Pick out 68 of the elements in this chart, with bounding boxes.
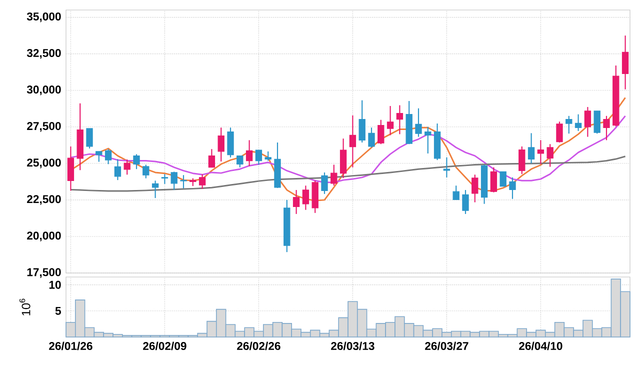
candlestick: [208, 148, 216, 168]
candlestick: [490, 166, 498, 193]
candlestick: [368, 127, 375, 148]
candlestick: [424, 126, 432, 154]
candlestick: [358, 100, 366, 144]
x-tick-label: 26/03/13: [331, 342, 374, 350]
candlestick: [67, 146, 74, 192]
candlestick: [462, 189, 469, 214]
y-tick-label: 32,500: [26, 49, 61, 59]
candlestick: [246, 140, 253, 167]
candlestick: [198, 174, 206, 190]
candlestick: [152, 180, 159, 199]
candlestick: [104, 148, 112, 165]
candlestick: [509, 176, 516, 200]
y-tick-label: 30,000: [26, 86, 61, 96]
candlestick: [574, 114, 582, 132]
candlestick: [302, 185, 310, 210]
candlestick: [584, 106, 592, 138]
y-tick-label: 10: [49, 280, 61, 289]
candlestick: [537, 140, 544, 165]
candlestick: [603, 115, 610, 141]
candlestick: [236, 155, 244, 168]
candlestick: [396, 104, 404, 135]
candlestick: [133, 154, 140, 170]
y-tick-label: 17,500: [27, 268, 61, 278]
candlestick: [415, 108, 422, 138]
y-tick-label: 22,500: [27, 195, 61, 205]
candlestick: [528, 132, 535, 164]
candlestick: [556, 121, 563, 144]
candlestick: [124, 158, 130, 176]
candlestick: [86, 128, 93, 150]
x-tick-label: 26/03/27: [425, 342, 468, 350]
y-axis-title: 10$^{6}$: [19, 298, 30, 316]
candlestick: [292, 189, 300, 214]
candlestick: [142, 164, 150, 179]
candlestick: [218, 127, 224, 162]
x-tick-label: 26/04/10: [519, 342, 562, 350]
x-tick-label: 26/01/26: [49, 342, 92, 350]
candlestick: [96, 150, 102, 162]
candlestick: [340, 138, 347, 179]
candlestick: [443, 156, 450, 178]
candlestick: [566, 115, 572, 134]
candlestick: [321, 172, 328, 194]
y-tick-label: 25,000: [27, 158, 61, 168]
candlestick: [378, 119, 384, 145]
candlestick: [330, 164, 338, 186]
candlestick: [114, 158, 122, 181]
y-tick-label: 35,000: [26, 12, 61, 22]
candlestick: [472, 174, 478, 203]
candlestick: [594, 110, 600, 134]
y-tick-label: 20,000: [27, 232, 61, 242]
candlestick: [161, 174, 168, 185]
candlestick: [546, 144, 554, 168]
candlestick: [622, 35, 629, 90]
candlestick: [386, 105, 394, 136]
candlestick: [500, 171, 506, 187]
candlestick: [180, 174, 187, 189]
candlestick: [255, 150, 262, 166]
candlestick: [349, 114, 356, 168]
candlestick: [452, 185, 460, 200]
candlestick: [264, 150, 272, 162]
y-tick-label: 5: [55, 306, 61, 315]
candlestick: [227, 127, 234, 158]
x-tick-label: 26/02/26: [237, 342, 280, 350]
candlestick: [170, 171, 178, 191]
x-tick-label: 26/02/09: [143, 342, 186, 350]
y-tick-label: 27,500: [27, 122, 61, 132]
candlestick: [518, 146, 526, 175]
